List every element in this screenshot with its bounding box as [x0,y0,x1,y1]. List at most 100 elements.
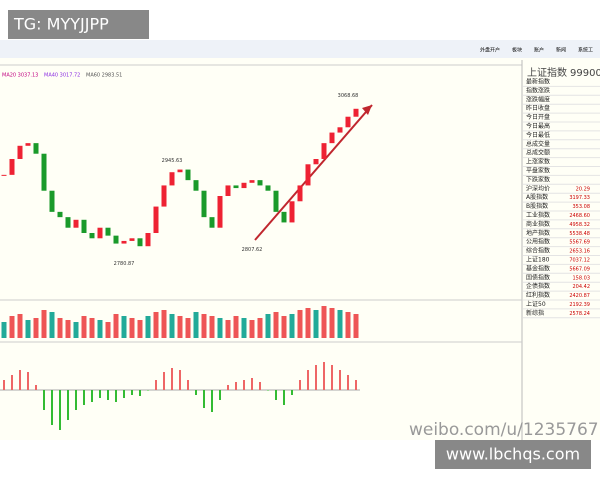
macd-bar [19,370,21,390]
row-value: 5538.48 [569,231,590,237]
candle [353,108,359,117]
candle [313,159,319,165]
candle [137,238,143,247]
macd-bar [283,390,285,405]
candle [113,235,119,244]
candle [169,172,175,186]
macd-bar [131,390,133,395]
volume-bar [305,308,311,338]
candle [153,206,159,233]
candle [193,180,199,191]
macd-bar [123,390,125,398]
volume-bar [337,310,343,338]
volume-bar [41,310,47,338]
price-label: 2807.62 [242,247,263,253]
row-value: 204.42 [573,284,591,290]
volume-bar [257,318,263,338]
candle [73,219,79,228]
candle [41,153,47,191]
macd-bar [355,380,357,390]
macd-bar [147,390,149,391]
volume-bar [353,314,359,338]
macd-bar [267,390,269,391]
volume-bar [113,314,119,338]
macd-bar [155,380,157,390]
row-label: 今日最低 [526,131,550,139]
volume-bar [313,310,319,338]
volume-bar [177,316,183,338]
row-value: 2420.87 [569,293,590,299]
volume-bar [249,320,255,338]
candle [33,143,39,154]
macd-bar [187,380,189,390]
macd-bar [83,390,85,405]
menu-item: 板块 [512,47,522,54]
row-label: 今日最高 [526,122,550,130]
macd-bar [331,365,333,390]
volume-bar [57,318,63,338]
row-label: 今日开盘 [526,113,550,121]
watermark-box [8,10,149,39]
row-value: 2192.39 [569,302,590,308]
row-label: 工业指数 [526,211,550,219]
candle [57,211,63,218]
candle [337,127,343,133]
row-label: 沪深均价 [526,184,550,192]
candle [185,169,191,181]
panel-title: 上证指数 [527,66,567,79]
volume-bar [89,318,95,338]
volume-bar [17,314,23,338]
macd-bar [67,390,69,420]
price-label: 2780.87 [114,261,135,267]
row-label: 综合指数 [526,247,550,255]
macd-bar [107,390,109,400]
candle [145,233,151,247]
candle [9,159,15,175]
menu-item: 系统工 [578,47,593,54]
panel-code: 99900 [570,68,600,79]
row-label: 地产指数 [526,229,550,237]
window [0,40,600,440]
watermark-box [435,440,591,469]
row-label: 昨日收盘 [526,104,550,112]
macd-bar [43,390,45,410]
macd-bar [203,390,205,408]
trend-arrow [254,104,373,241]
volume-bar [201,314,207,338]
volume-bar [105,322,111,338]
macd-bar [307,370,309,390]
weibo-watermark: weibo.com/u/1235767781 [409,420,600,440]
price-label: 2945.63 [162,158,183,164]
macd-bar [315,365,317,390]
row-label: 上证50 [526,300,546,308]
macd-bar [259,382,261,390]
volume-bar [209,316,215,338]
candle [217,196,223,228]
macd-bar [243,380,245,390]
volume-bar [265,314,271,338]
row-label: 商业指数 [526,220,550,228]
volume-bar [225,320,231,338]
menu-item: 账户 [534,47,544,54]
macd-bar [171,368,173,390]
candle [297,185,303,202]
macd-bar [27,372,29,390]
candle [49,190,55,212]
candle [345,116,351,128]
volume-bar [25,320,31,338]
volume-bar [321,306,327,338]
macd-bar [235,382,237,390]
candle [257,180,263,186]
macd-bar [339,370,341,390]
row-label: B股指数 [526,202,548,210]
candle [329,132,335,144]
row-label: 平盘家数 [526,167,550,175]
candle [1,174,7,176]
row-label: 上涨家数 [526,158,550,166]
macd-bar [251,378,253,390]
macd-bar [299,380,301,390]
macd-bar [75,390,77,410]
candle [281,211,287,223]
candle [25,143,31,146]
